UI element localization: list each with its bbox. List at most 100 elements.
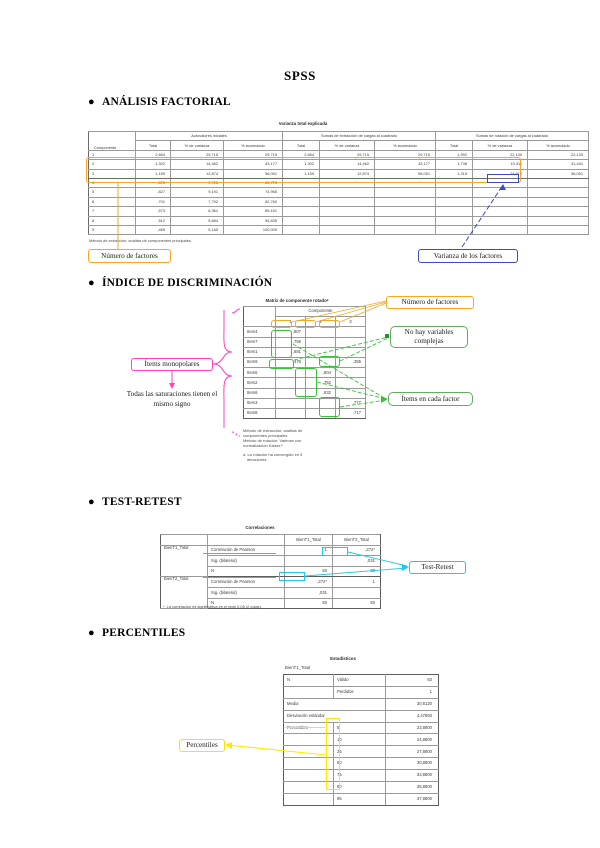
section-label: TEST-RETEST bbox=[102, 496, 182, 508]
section-heading-indice-discriminacion: ● ÍNDICE DE DISCRIMINACIÓN bbox=[88, 277, 272, 289]
statistics-variable-label: BienT1_Total bbox=[285, 665, 311, 670]
rotated-col-3: 3 bbox=[335, 316, 366, 328]
highlight-ring-comp-2 bbox=[295, 320, 316, 328]
highlight-ring-comp-1 bbox=[271, 320, 292, 328]
correlations-footnote: *. La correlación es significativa en el… bbox=[163, 604, 262, 609]
table-row: BienT2_Total Correlación de Pearson ,272… bbox=[160, 576, 381, 610]
correlations-caption: Correlaciones bbox=[245, 525, 275, 530]
statistics-caption: Estadísticos bbox=[330, 656, 356, 661]
correlations-var-1: BienT1_Total bbox=[160, 544, 208, 578]
callout-numero-de-factores: Número de factores bbox=[88, 249, 171, 263]
variance-group-extraction: Sumas de extracción de cargas al cuadrad… bbox=[282, 130, 436, 142]
callout-no-hay-variables-complejas: No hay variables complejas bbox=[390, 326, 468, 348]
table-row: BienT1_Total Correlación de Pearson 1 ,2… bbox=[160, 544, 381, 578]
table-row: Item1 ,681 bbox=[243, 346, 366, 358]
rotated-footnote-line-4: normalización Kaiser.ᵃ bbox=[243, 443, 283, 448]
correlations-table: BienT1_Total BienT2_Total BienT1_Total C… bbox=[160, 534, 381, 610]
callout-items-en-cada-factor: Ítems en cada factor bbox=[388, 392, 473, 406]
table-row: 4 ,875 9,723 65,773 bbox=[88, 177, 589, 189]
variance-sub-header-row: Total % de varianza % acumulado Total % … bbox=[89, 140, 589, 151]
table-row: Media 30,8120 bbox=[283, 697, 439, 711]
table-row: Item4 ,807 bbox=[243, 326, 366, 338]
table-row: 50 30,8800 bbox=[283, 757, 439, 771]
correlations-var-2: BienT2_Total bbox=[160, 576, 208, 610]
highlight-ring-cumulative bbox=[487, 174, 519, 183]
rotated-footnote-block: Método de extracción: análisis de compon… bbox=[243, 428, 348, 462]
callout-test-retest: Test-Retest bbox=[409, 561, 466, 574]
highlight-ring-percentile-values bbox=[326, 718, 340, 790]
bracket-pink-top bbox=[212, 310, 233, 365]
correlations-col-header-1: BienT1_Total bbox=[284, 534, 333, 546]
rotated-footnote-line-1: Método de extracción: análisis de bbox=[243, 428, 303, 433]
highlight-ring-factor3-loadings bbox=[319, 397, 340, 417]
rotated-footnote-line-6: iteraciones. bbox=[247, 457, 268, 462]
table-row: 1 2,664 29,715 29,715 2,664 29,715 29,71… bbox=[88, 149, 589, 161]
variance-group-rotation: Sumas de rotación de cargas al cuadrado bbox=[435, 130, 589, 142]
rotated-header-row-1: Componente bbox=[243, 305, 366, 328]
rotated-componente-header: Componente bbox=[275, 305, 366, 318]
section-heading-analisis-factorial: ● ANÁLISIS FACTORIAL bbox=[88, 96, 231, 108]
highlight-underline-pearson-2 bbox=[203, 577, 276, 578]
highlight-ring-rotation bbox=[355, 157, 521, 183]
variance-sub-total-2: Total bbox=[282, 140, 320, 151]
section-label: ÍNDICE DE DISCRIMINACIÓN bbox=[102, 277, 273, 289]
section-label: PERCENTILES bbox=[102, 627, 186, 639]
variance-sub-total-1: Total bbox=[135, 140, 171, 151]
table-row: N 83 83 bbox=[161, 597, 381, 610]
section-label: ANÁLISIS FACTORIAL bbox=[102, 96, 231, 108]
variance-sub-pct-2: % de varianza bbox=[319, 140, 375, 151]
variance-sub-cum-2: % acumulado bbox=[374, 140, 436, 151]
variance-sub-cum-1: % acumulado bbox=[223, 140, 283, 151]
table-row: Item3 ,777 bbox=[243, 397, 366, 409]
variance-table-footnote: Método de extracción: análisis de compon… bbox=[89, 238, 192, 243]
variance-sub-pct-1: % de varianza bbox=[170, 140, 224, 151]
highlight-ring-corr-value-top bbox=[322, 547, 348, 556]
highlight-ring-corr-value-bottom bbox=[279, 572, 305, 581]
arrowhead-yellow bbox=[225, 742, 232, 749]
variance-group-initial: Autovalores iniciales bbox=[135, 130, 283, 142]
highlight-ring-components bbox=[86, 157, 421, 183]
bracket-pink-tip-bottom bbox=[231, 431, 241, 437]
arrowhead-pink-down bbox=[169, 383, 175, 389]
table-row: Item7 ,756 bbox=[243, 336, 366, 348]
rotated-footnote-line-2: componentes principales. bbox=[243, 433, 289, 438]
rotated-footnote-line-3: Método de rotación: Varimax con bbox=[243, 438, 302, 443]
table-row: 25 27,8800 bbox=[283, 745, 439, 759]
callout-varianza-de-los-factores: Varianza de los factores bbox=[418, 249, 518, 263]
table-row: 75 33,8800 bbox=[283, 769, 439, 783]
table-row: 7 ,573 6,361 89,151 bbox=[88, 206, 589, 217]
bracket-pink-tip bbox=[231, 308, 241, 314]
callout-saturaciones-mismo-signo: Todas las saturaciones tienen el mismo s… bbox=[126, 390, 218, 408]
table-row: Desviación estándar 4,47893 bbox=[283, 709, 439, 723]
bullet-icon: ● bbox=[88, 96, 95, 108]
highlight-ring-factor2-loadings bbox=[295, 368, 317, 397]
highlight-ring-factor1-loadings bbox=[271, 330, 292, 358]
table-row: 10 24,8800 bbox=[283, 733, 439, 747]
callout-numero-de-factores-2: Número de factores bbox=[386, 296, 474, 309]
arrowhead-green-items bbox=[381, 396, 388, 403]
bullet-icon: ● bbox=[88, 496, 95, 508]
rotated-matrix-caption: Matriz de componente rotadoᵃ bbox=[265, 298, 329, 303]
bullet-icon: ● bbox=[88, 277, 95, 289]
section-heading-percentiles: ● PERCENTILES bbox=[88, 627, 185, 639]
rotated-footnote-line-5: a. La rotación ha convergido en 5 bbox=[243, 452, 303, 457]
highlight-ring-item9-cross-loading bbox=[319, 356, 340, 367]
correlations-col-header-2: BienT2_Total bbox=[332, 534, 381, 546]
variance-sub-total-3: Total bbox=[435, 140, 473, 151]
table-row: 8 ,512 5,684 94,835 bbox=[88, 215, 589, 226]
table-row: Item8 ,717 bbox=[243, 407, 366, 420]
correlations-header-row: BienT1_Total BienT2_Total bbox=[160, 534, 381, 546]
highlight-ring-comp-3 bbox=[319, 320, 340, 328]
callout-items-monopolares: Ítems monopolares bbox=[131, 358, 213, 371]
table-row: 90 35,8800 bbox=[283, 781, 439, 794]
table-row: 6 ,701 7,792 82,760 bbox=[88, 196, 589, 208]
variance-group-header-row: Componente Autovalores iniciales Sumas d… bbox=[88, 130, 589, 151]
statistics-table: N Válido 83 Perdidos 1 Media 30,8120 Des… bbox=[283, 674, 439, 806]
table-row: Perdidos 1 bbox=[283, 685, 439, 699]
variance-table-caption: Varianza total explicada bbox=[278, 121, 328, 126]
highlight-underline-percentiles-label bbox=[285, 727, 325, 728]
arrowhead-green-no-complex bbox=[385, 334, 389, 338]
arrowhead-cyan bbox=[402, 564, 409, 571]
section-heading-test-retest: ● TEST-RETEST bbox=[88, 496, 182, 508]
